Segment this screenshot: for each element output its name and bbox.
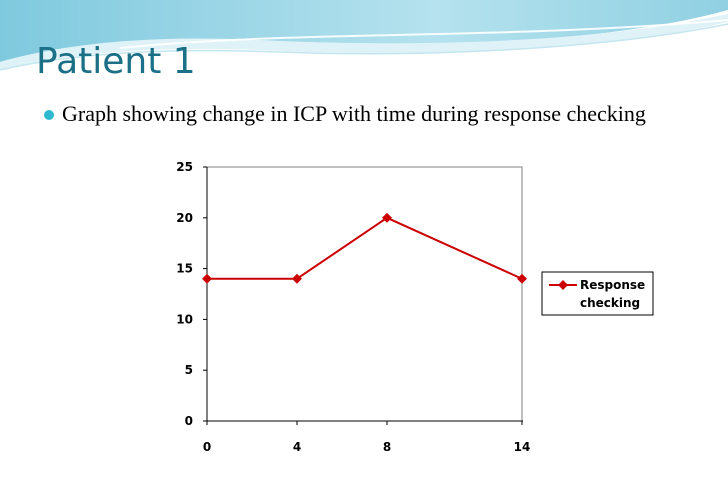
legend-marker-icon — [558, 280, 568, 290]
bullet-text: Graph showing change in ICP with time du… — [62, 101, 646, 126]
slide-header-banner — [0, 0, 728, 71]
slide-title: Patient 1 — [36, 41, 196, 82]
chart-legend: Response checking — [541, 271, 654, 316]
series-line — [207, 216, 523, 280]
legend-label-line1: Response — [580, 278, 645, 292]
y-tick-label: 20 — [176, 211, 193, 225]
legend-box — [541, 271, 654, 316]
x-tick-label: 0 — [203, 440, 211, 454]
y-tick-label: 25 — [176, 160, 193, 174]
y-tick-label: 0 — [185, 414, 193, 428]
y-tick-label: 5 — [185, 363, 193, 377]
x-tick-label: 14 — [514, 440, 531, 454]
x-tick-label: 8 — [383, 440, 391, 454]
plot-area — [206, 166, 523, 422]
y-tick-label: 10 — [176, 312, 193, 326]
data-point — [292, 273, 302, 284]
data-point — [202, 273, 212, 284]
bullet-icon — [44, 110, 54, 120]
x-tick-label: 4 — [293, 440, 301, 454]
y-tick-label: 15 — [176, 262, 193, 276]
data-point — [382, 212, 392, 223]
legend-label-line2: checking — [580, 296, 640, 310]
data-point — [517, 273, 527, 284]
